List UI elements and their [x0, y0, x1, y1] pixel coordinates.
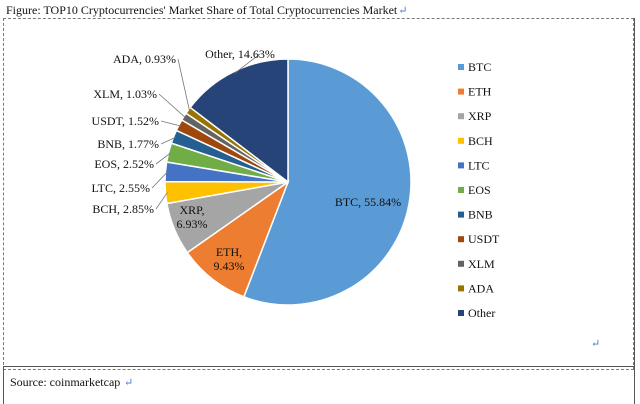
figure-title: Figure: TOP10 Cryptocurrencies' Market S… — [6, 3, 407, 18]
legend-swatch-eos — [458, 187, 464, 193]
data-label-xrp: XRP, 6.93% — [177, 203, 208, 231]
leader-line-bnb — [160, 137, 176, 145]
legend-swatch-ltc — [458, 162, 464, 169]
table-divider — [3, 366, 634, 367]
legend-swatch-bch — [458, 137, 464, 144]
legend-label-bnb: BNB — [468, 208, 493, 222]
data-label-xlm: XLM, 1.03% — [93, 87, 157, 101]
data-label-btc: BTC, 55.84% — [335, 195, 401, 209]
legend-swatch-ada — [458, 285, 464, 292]
data-label-eth: ETH, 9.43% — [214, 245, 245, 273]
legend-swatch-usdt — [458, 236, 464, 243]
legend-swatch-xrp — [458, 113, 464, 120]
legend-label-btc: BTC — [468, 60, 491, 74]
figure-title-text: Figure: TOP10 Cryptocurrencies' Market S… — [6, 3, 398, 17]
leader-line-other — [234, 53, 261, 74]
cell-end-mark-icon: ↵ — [591, 338, 601, 350]
pie-slices — [164, 58, 412, 306]
chart-frame — [3, 18, 634, 370]
legend-swatch-bnb — [458, 211, 464, 218]
legend-swatch-eth — [458, 88, 464, 95]
paragraph-mark-icon: ↵ — [398, 5, 408, 17]
data-label-ltc: LTC, 2.55% — [91, 181, 150, 195]
leader-line-xlm — [158, 93, 186, 118]
data-label-eos: EOS, 2.52% — [94, 157, 154, 171]
source-note: Source: coinmarketcap ↵ — [10, 375, 133, 390]
data-labels: BTC, 55.84% ETH, 9.43%XRP, 6.93% BCH, 2.85% L… — [91, 47, 401, 273]
leader-lines — [151, 53, 261, 210]
pie-slice-btc — [242, 58, 412, 306]
leader-line-usdt — [160, 120, 181, 127]
data-label-usdt: USDT, 1.52% — [92, 114, 159, 128]
legend-label-usdt: USDT — [468, 232, 500, 246]
legend-swatch-btc — [458, 64, 464, 70]
leader-line-bch — [155, 192, 168, 210]
pie-slice-other — [189, 58, 289, 184]
leader-line-ltc — [151, 171, 168, 189]
paragraph-mark-icon: ↵ — [121, 377, 134, 389]
data-label-other: Other, 14.63% — [205, 47, 275, 61]
legend-label-eos: EOS — [468, 183, 491, 197]
leader-line-eos — [155, 152, 171, 165]
legend-label-bch: BCH — [468, 134, 493, 148]
legend-swatch-other — [458, 310, 464, 316]
legend-label-ltc: LTC — [468, 158, 490, 172]
legend-label-xrp: XRP — [468, 109, 492, 123]
data-label-bch: BCH, 2.85% — [92, 202, 154, 216]
leader-line-ada — [177, 58, 191, 112]
legend-label-eth: ETH — [468, 85, 492, 99]
legend-label-xlm: XLM — [468, 257, 495, 271]
source-text: Source: coinmarketcap — [10, 375, 121, 389]
table-border-left — [3, 366, 4, 404]
legend-label-other: Other — [468, 306, 495, 320]
legend-swatch-xlm — [458, 260, 464, 267]
data-label-bnb: BNB, 1.77% — [97, 137, 159, 151]
legend-label-ada: ADA — [468, 281, 494, 295]
data-label-ada: ADA, 0.93% — [113, 52, 176, 66]
table-border-right — [634, 18, 635, 404]
legend: BTC ETH XRP BCH LTC EOS BNB USDT XLM ADA Other — [458, 60, 500, 320]
